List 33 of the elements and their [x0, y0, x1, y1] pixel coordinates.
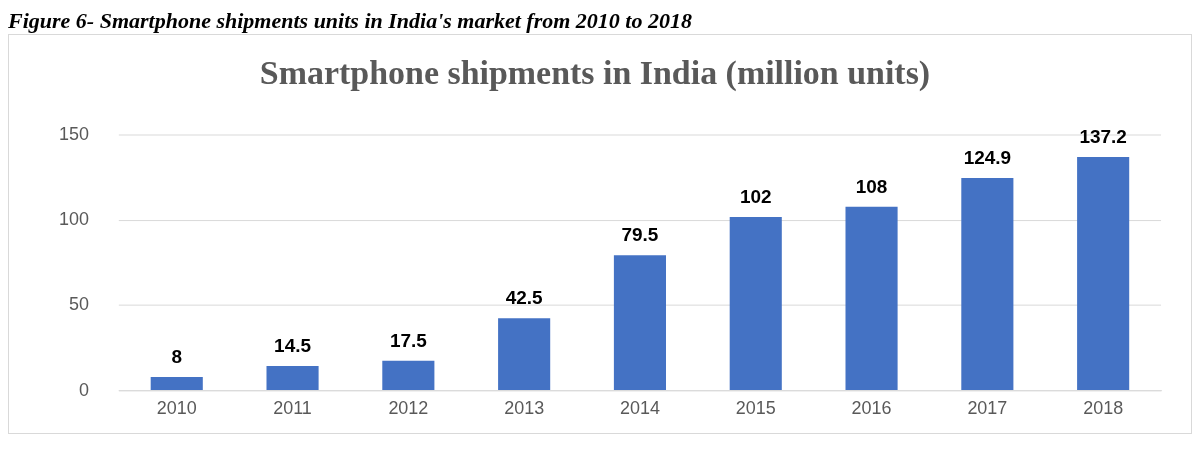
- bar: [729, 217, 782, 391]
- data-label: 102: [739, 185, 772, 207]
- caption: Figure 6- Smartphone shipments units in India's market from 2010 to 2018: [8, 8, 693, 34]
- x-tick-label: 2017: [967, 398, 1008, 419]
- data-label: 79.5: [621, 224, 659, 246]
- y-tick-label: 50: [68, 294, 89, 315]
- data-label: 108: [855, 175, 888, 197]
- data-label: 137.2: [1079, 125, 1127, 147]
- x-tick-label: 2016: [851, 398, 892, 419]
- x-tick-label: 2012: [388, 398, 429, 419]
- x-tick-label: 2011: [273, 398, 312, 419]
- bar: [150, 377, 203, 391]
- data-label: 17.5: [389, 329, 427, 351]
- bar: [498, 318, 551, 391]
- bar: [382, 360, 435, 391]
- y-tick-label: 100: [58, 209, 89, 230]
- chart-title: Smartphone shipments in India (million units): [259, 53, 931, 92]
- bar: [613, 255, 666, 391]
- x-tick-label: 2018: [1083, 398, 1124, 419]
- bar: [845, 206, 898, 391]
- x-tick-label: 2013: [504, 398, 545, 419]
- y-tick-label: 150: [58, 124, 89, 145]
- y-tick-label: 0: [78, 379, 89, 400]
- bar: [1077, 157, 1130, 391]
- x-tick-label: 2014: [619, 398, 660, 419]
- data-label: 8: [171, 345, 183, 367]
- x-tick-label: 2015: [735, 398, 776, 419]
- data-label: 42.5: [505, 287, 543, 309]
- data-label: 124.9: [963, 146, 1012, 168]
- bar: [266, 365, 319, 391]
- x-tick-label: 2010: [156, 398, 197, 419]
- data-label: 14.5: [274, 334, 311, 356]
- bar: [961, 178, 1014, 391]
